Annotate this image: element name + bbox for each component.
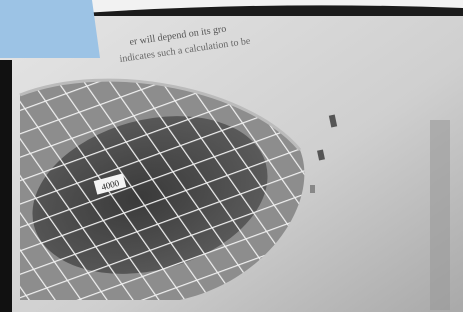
photo: 4000 er will depend on its gro indicates… [0,0,463,312]
left-edge [0,60,12,312]
blue-tab [0,0,100,58]
page: 4000 er will depend on its gro indicates… [0,0,463,312]
